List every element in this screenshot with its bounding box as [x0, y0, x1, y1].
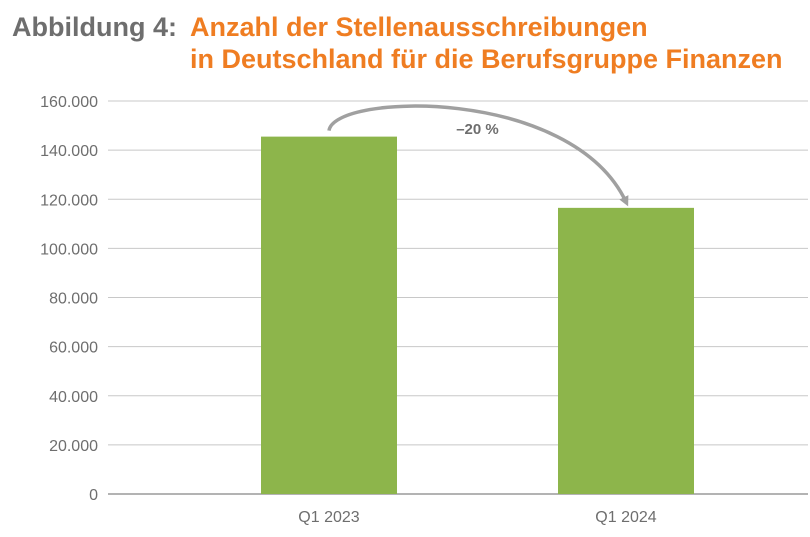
y-tick-label: 0 [89, 487, 98, 504]
x-tick-label: Q1 2023 [298, 509, 359, 526]
y-tick-label: 60.000 [49, 340, 98, 357]
bar [261, 136, 397, 494]
y-axis-ticks: 0 20.000 40.000 60.000 80.000 100.000 120.000 1… [40, 94, 98, 504]
x-tick-label: Q1 2024 [595, 509, 656, 526]
bar [558, 207, 694, 495]
title-line-2: in Deutschland für die Berufsgruppe Fina… [190, 44, 783, 74]
bars [261, 136, 694, 495]
y-tick-label: 160.000 [40, 94, 98, 111]
y-tick-label: 140.000 [40, 143, 98, 160]
y-tick-label: 120.000 [40, 192, 98, 209]
figure-label: Abbildung 4: [12, 12, 177, 42]
change-arrow [327, 104, 629, 207]
change-annotation: –20 % [327, 104, 629, 207]
x-axis-ticks: Q1 2023 Q1 2024 [298, 509, 656, 526]
title-line-1: Anzahl der Stellenausschreibungen [190, 12, 648, 42]
y-tick-label: 80.000 [49, 291, 98, 308]
y-tick-label: 20.000 [49, 438, 98, 455]
y-tick-label: 40.000 [49, 389, 98, 406]
y-tick-label: 100.000 [40, 241, 98, 258]
change-label: –20 % [456, 121, 499, 138]
gridlines [108, 100, 808, 495]
